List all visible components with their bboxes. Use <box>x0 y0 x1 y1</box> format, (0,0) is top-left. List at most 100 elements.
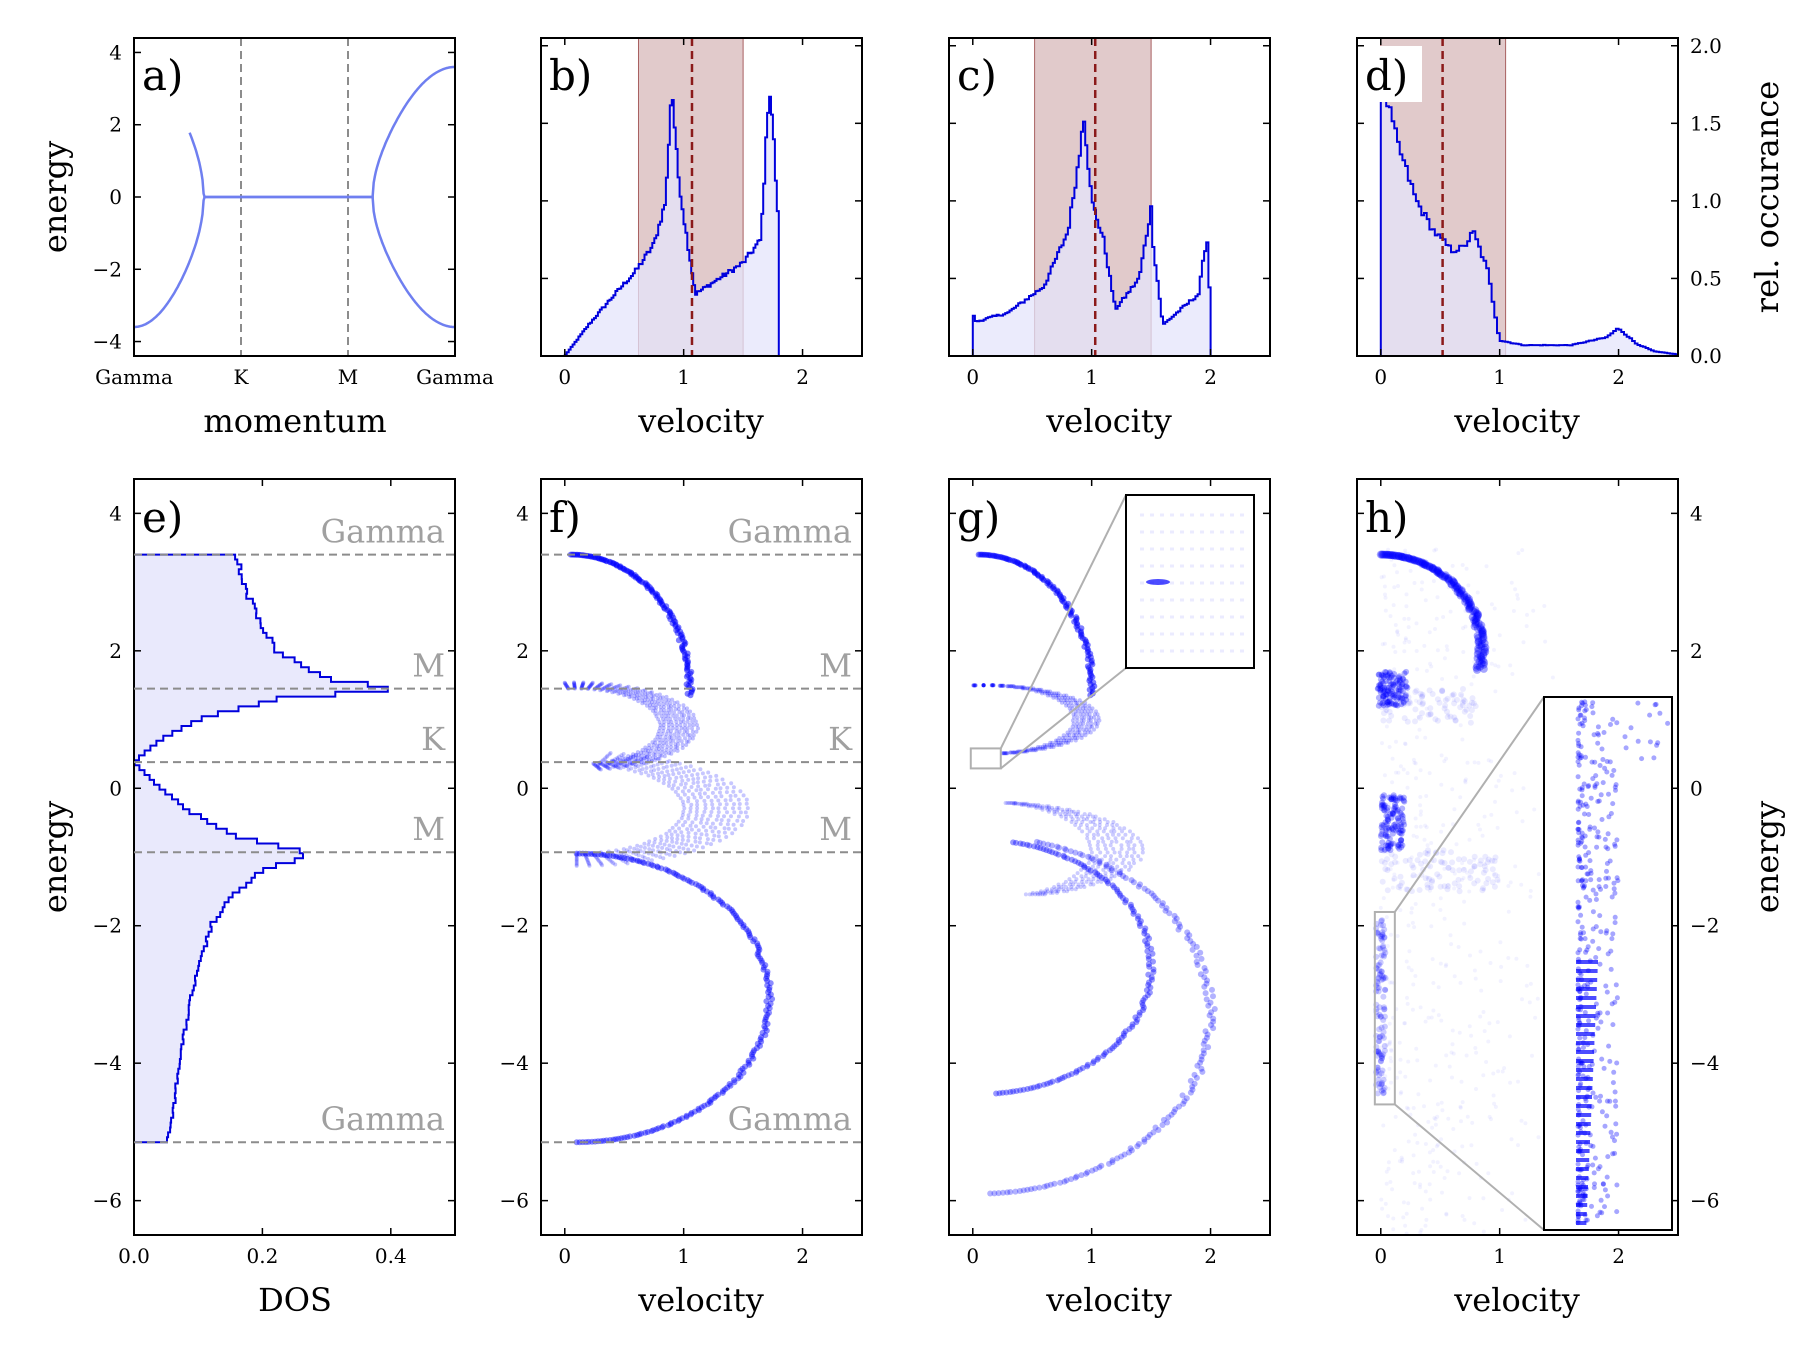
g-point <box>1204 1031 1211 1038</box>
h-point <box>1473 665 1482 674</box>
h-point <box>1394 680 1401 687</box>
h-point <box>1489 812 1494 817</box>
f-point <box>689 843 694 848</box>
h-point <box>1471 620 1480 629</box>
h-inset-point <box>1576 1059 1594 1063</box>
f-point <box>732 802 736 807</box>
h-inset-point <box>1576 1176 1589 1180</box>
f-point <box>651 763 656 768</box>
h-point <box>1524 624 1529 629</box>
g-point <box>1205 1002 1212 1009</box>
h-point <box>1390 681 1397 688</box>
h-point <box>1472 703 1479 710</box>
g-point <box>1201 1037 1208 1044</box>
g-point <box>1082 715 1087 720</box>
g-point <box>1063 817 1068 822</box>
f-point <box>690 736 695 741</box>
f-point <box>625 861 630 866</box>
f-point <box>688 764 693 769</box>
f-point <box>648 690 653 695</box>
g-point <box>1019 801 1024 806</box>
f-point <box>656 756 661 761</box>
g-point <box>1073 1068 1080 1075</box>
h-point <box>1382 584 1387 589</box>
h-point <box>1392 795 1399 802</box>
h-point <box>1397 794 1404 801</box>
h-inset-point <box>1575 1161 1581 1167</box>
h-point <box>1428 885 1433 890</box>
f-point <box>745 1057 752 1064</box>
g-point <box>1056 1076 1063 1083</box>
h-point <box>1378 935 1385 942</box>
g-point <box>1073 700 1078 705</box>
f-point <box>611 763 616 768</box>
h-point <box>1386 678 1393 685</box>
f-point <box>649 749 653 754</box>
g-point <box>1187 1089 1194 1096</box>
g-point <box>1009 684 1014 689</box>
h-point <box>1399 815 1406 822</box>
h-point <box>1398 908 1403 913</box>
h-point <box>1389 1059 1394 1064</box>
g-point <box>1024 841 1031 848</box>
g-point <box>1184 935 1191 942</box>
h-point <box>1472 614 1481 623</box>
h-point <box>1380 1034 1387 1041</box>
g-point <box>1200 1050 1207 1057</box>
g-point <box>1097 861 1102 866</box>
h-point <box>1403 741 1407 746</box>
h-point <box>1424 884 1431 891</box>
h-point <box>1450 1075 1454 1080</box>
g-point <box>1079 709 1084 714</box>
f-point <box>635 847 640 852</box>
g-point <box>1144 943 1151 950</box>
h-point <box>1499 964 1504 969</box>
g-point <box>1044 804 1049 809</box>
h-point <box>1471 853 1478 860</box>
h-point <box>1458 723 1463 728</box>
g-point <box>1150 966 1157 973</box>
h-inset-point <box>1595 1025 1601 1031</box>
f-point <box>651 752 656 757</box>
h-point <box>1441 705 1448 712</box>
g-point <box>1027 892 1032 897</box>
h-point <box>1414 776 1418 781</box>
f-point <box>628 856 635 863</box>
h-point <box>1460 1100 1465 1105</box>
f-point <box>716 810 721 815</box>
f-point <box>735 818 740 823</box>
g-point <box>1187 1077 1194 1084</box>
h-inset-point <box>1635 738 1641 744</box>
h-point <box>1528 981 1533 986</box>
h-point <box>1403 670 1408 675</box>
h-point <box>1493 799 1497 804</box>
g-point <box>1166 910 1173 917</box>
g-point <box>1193 952 1200 959</box>
h-point <box>1398 1091 1403 1096</box>
g-point <box>1090 864 1095 869</box>
h-point <box>1510 1191 1515 1196</box>
f-point <box>672 732 677 737</box>
h-point <box>1403 696 1410 703</box>
h-point <box>1454 675 1459 680</box>
g-point <box>1073 879 1078 884</box>
h-point <box>1475 662 1484 671</box>
h-point <box>1419 693 1426 700</box>
h-point <box>1382 827 1389 834</box>
e-hline-label: Gamma <box>321 513 445 551</box>
g-point <box>1126 1026 1133 1032</box>
g-point <box>1114 823 1119 827</box>
h-point <box>1395 690 1402 697</box>
h-point <box>1431 579 1436 584</box>
g-point <box>1060 852 1067 859</box>
h-point <box>1396 679 1403 686</box>
h-point <box>1411 1106 1416 1110</box>
h-point <box>1386 826 1393 833</box>
h-inset-point <box>1654 742 1660 748</box>
g-point <box>1103 861 1110 868</box>
h-inset-point <box>1599 1210 1605 1216</box>
f-point <box>728 794 733 798</box>
h-point <box>1402 683 1409 690</box>
g-point <box>1111 884 1118 891</box>
f-point <box>605 753 610 758</box>
